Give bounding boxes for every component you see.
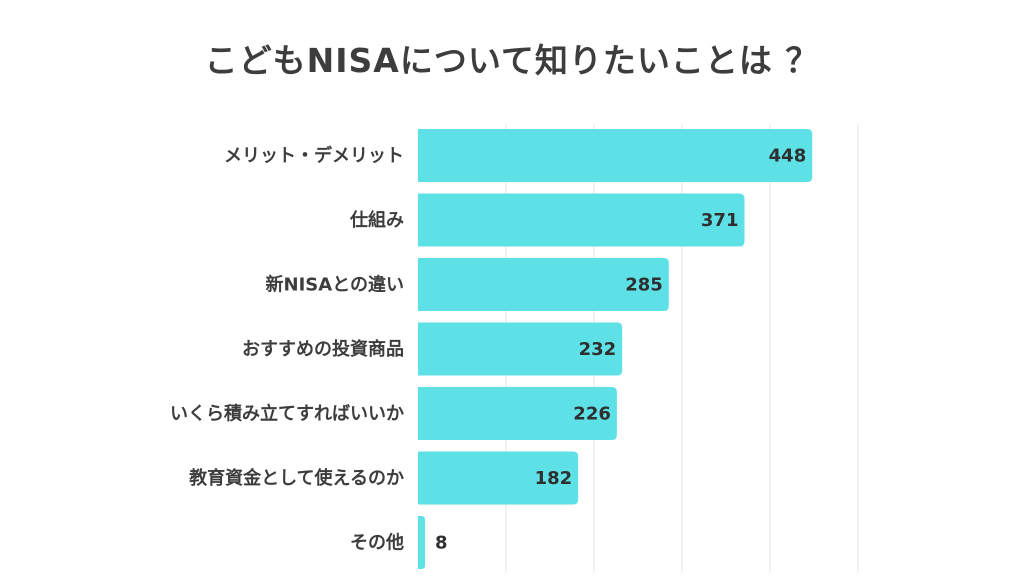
category-label: いくら積み立てすればいいか [170, 403, 404, 425]
category-label: 新NISAとの違い [266, 274, 404, 296]
bar [418, 516, 426, 569]
category-label: おすすめの投資商品 [242, 338, 404, 360]
value-label: 182 [535, 468, 573, 489]
value-label: 226 [573, 404, 611, 425]
value-label: 371 [701, 210, 739, 231]
category-label: メリット・デメリット [224, 145, 404, 167]
bar [418, 258, 669, 311]
label-layer: メリット・デメリット 448 仕組み 371 新NISAとの違い 285 おすすめの投資商品… [170, 145, 806, 554]
category-label: 教育資金として使えるのか [189, 467, 404, 489]
value-label: 8 [435, 533, 448, 554]
category-label: 仕組み [349, 209, 404, 231]
chart-title: こどもNISAについて知りたいことは ？ [204, 41, 820, 80]
bar [418, 129, 813, 182]
category-label: その他 [350, 532, 404, 554]
bar-layer [418, 129, 813, 569]
bar [418, 322, 623, 376]
value-label: 232 [579, 339, 617, 360]
value-label: 448 [769, 146, 807, 167]
bar [418, 451, 579, 505]
value-label: 285 [625, 275, 663, 296]
bar [418, 387, 617, 440]
bar [418, 193, 745, 247]
